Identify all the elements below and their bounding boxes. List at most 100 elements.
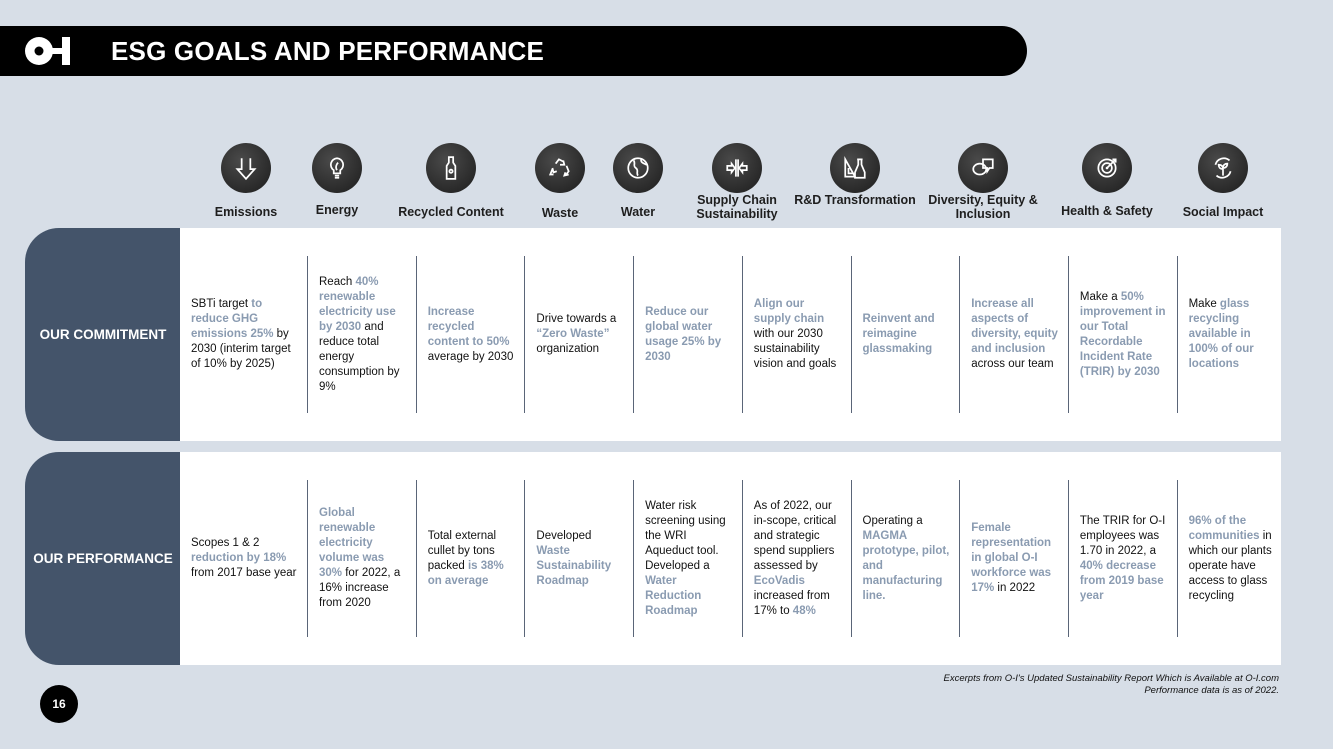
- category-label: R&D Transformation: [794, 193, 916, 207]
- highlighted-text: glass recycling available in 100% of our…: [1188, 298, 1254, 370]
- cell-commitment-8: Increase all aspects of diversity, equit…: [959, 256, 1068, 413]
- category-water: Water: [573, 143, 703, 219]
- category-emissions: Emissions: [181, 143, 311, 219]
- category-energy: Energy: [272, 143, 402, 217]
- body-text: in which our plants operate have access …: [1188, 529, 1272, 602]
- cell-text: The TRIR for O-I employees was 1.70 in 2…: [1080, 514, 1171, 604]
- highlighted-text: 50% improvement in our Total Recordable …: [1079, 290, 1166, 378]
- cell-commitment-2: Reach 40% renewable electricity use by 2…: [307, 256, 416, 413]
- category-label: Health & Safety: [1061, 204, 1153, 218]
- target-icon: [1082, 143, 1132, 193]
- highlighted-text: Align our supply chain: [753, 298, 825, 325]
- cell-commitment-3: Increase recycled content to 50% average…: [415, 256, 525, 413]
- row-label-commitment: OUR COMMITMENT: [25, 228, 181, 441]
- cell-text: Total external cullet by tons packed is …: [428, 529, 519, 589]
- highlighted-text: MAGMA prototype, pilot, and manufacturin…: [862, 529, 950, 602]
- cell-performance-7: Operating a MAGMA prototype, pilot, and …: [850, 480, 960, 637]
- recycle-icon: [535, 143, 585, 193]
- body-text: The TRIR for O-I employees was 1.70 in 2…: [1079, 514, 1166, 557]
- cell-text: 96% of the communities in which our plan…: [1189, 514, 1280, 604]
- arrow-down-icon: [221, 143, 271, 193]
- cell-text: SBTi target to reduce GHG emissions 25% …: [191, 297, 301, 372]
- highlighted-text: EcoVadis: [753, 574, 805, 587]
- highlighted-text: 40% decrease from 2019 base year: [1079, 559, 1164, 602]
- category-supply-chain-sustainability: Supply Chain Sustainability: [672, 143, 802, 221]
- flask-ruler-icon: [830, 143, 880, 193]
- body-text: increased from 17% to: [753, 589, 830, 617]
- body-text: in 2022: [994, 582, 1036, 594]
- o-i-logo: [25, 37, 70, 65]
- body-text: Total external cullet by tons packed: [427, 529, 497, 572]
- body-text: Make a: [1079, 290, 1121, 303]
- highlighted-text: Waste Sustainability Roadmap: [536, 544, 612, 587]
- highlighted-text: is 38% on average: [427, 559, 504, 587]
- page-title: ESG GOALS AND PERFORMANCE: [111, 36, 545, 66]
- category-recycled-content: Recycled Content: [386, 143, 516, 219]
- category-label: Diversity, Equity & Inclusion: [928, 193, 1038, 221]
- highlighted-text: Global renewable electricity volume was …: [319, 507, 385, 579]
- cell-text: Make a 50% improvement in our Total Reco…: [1080, 290, 1171, 380]
- cell-text: Reduce our global water usage 25% by 203…: [645, 305, 736, 365]
- cell-performance-10: 96% of the communities in which our plan…: [1176, 480, 1286, 637]
- highlighted-text: “Zero Waste”: [536, 328, 610, 340]
- highlighted-text: Increase all aspects of diversity, equit…: [971, 298, 1058, 355]
- body-text: As of 2022, our in-scope, critical and s…: [753, 499, 837, 572]
- globe-icon: [613, 143, 663, 193]
- footnote-line-1: Excerpts from O-I's Updated Sustainabili…: [943, 673, 1280, 684]
- cell-text: Water risk screening using the WRI Aqued…: [645, 499, 736, 619]
- category-label: Supply Chain Sustainability: [696, 193, 778, 221]
- cell-text: Make glass recycling available in 100% o…: [1189, 297, 1280, 372]
- body-text: across our team: [971, 358, 1054, 370]
- body-text: with our 2030 sustainability vision and …: [753, 328, 837, 370]
- highlighted-text: Reduce our global water usage 25% by 203…: [645, 305, 722, 363]
- cell-performance-6: As of 2022, our in-scope, critical and s…: [741, 480, 851, 637]
- row-label-performance: OUR PERFORMANCE: [25, 452, 181, 665]
- cell-performance-9: The TRIR for O-I employees was 1.70 in 2…: [1067, 480, 1177, 637]
- body-text: Scopes 1 & 2: [191, 537, 260, 549]
- highlighted-text: Reinvent and reimagine glassmaking: [862, 313, 935, 355]
- cell-commitment-4: Drive towards a “Zero Waste” organizatio…: [524, 256, 633, 413]
- cell-text: Global renewable electricity volume was …: [319, 506, 410, 611]
- cell-commitment-10: Make glass recycling available in 100% o…: [1176, 256, 1286, 413]
- highlighted-text: Female representation in global O-I work…: [971, 522, 1052, 594]
- body-text: Operating a: [862, 514, 923, 527]
- cell-commitment-5: Reduce our global water usage 25% by 203…: [633, 256, 742, 413]
- body-text: Make: [1188, 298, 1220, 310]
- cell-text: Reach 40% renewable electricity use by 2…: [319, 275, 410, 395]
- converging-arrows-icon: [712, 143, 762, 193]
- body-text: Reach: [319, 275, 356, 288]
- speech-bubbles-icon: [958, 143, 1008, 193]
- bottle-icon: [426, 143, 476, 193]
- category-health-safety: Health & Safety: [1042, 143, 1172, 218]
- body-text: SBTi target: [191, 298, 252, 310]
- category-social-impact: Social Impact: [1158, 143, 1288, 219]
- body-text: Water risk screening using the WRI Aqued…: [645, 499, 726, 572]
- cell-text: Increase all aspects of diversity, equit…: [971, 297, 1062, 372]
- cell-commitment-6: Align our supply chain with our 2030 sus…: [741, 256, 851, 413]
- category-label: Energy: [315, 203, 359, 217]
- body-text: Drive towards a: [536, 313, 617, 325]
- body-text: and reduce total energy consumption by 9…: [319, 320, 400, 393]
- body-text: by 2030 (interim target of 10% by 2025): [191, 328, 291, 370]
- category-waste: Waste: [495, 143, 625, 220]
- cell-commitment-7: Reinvent and reimagine glassmaking: [850, 256, 960, 413]
- cell-performance-8: Female representation in global O-I work…: [959, 480, 1068, 637]
- cell-text: Increase recycled content to 50% average…: [428, 305, 519, 365]
- highlighted-text: to reduce GHG emissions 25%: [191, 298, 274, 340]
- body-text: from 2017 base year: [191, 567, 297, 579]
- cell-text: Developed Waste Sustainability Roadmap: [536, 529, 627, 589]
- category-diversity-equity-inclusion: Diversity, Equity & Inclusion: [918, 143, 1048, 221]
- cell-performance-4: Developed Waste Sustainability Roadmap: [524, 480, 633, 637]
- category-label: Social Impact: [1182, 205, 1264, 219]
- category-label: Recycled Content: [398, 205, 504, 219]
- highlighted-text: 48%: [792, 604, 816, 617]
- cell-text: Align our supply chain with our 2030 sus…: [754, 297, 845, 372]
- cell-text: Female representation in global O-I work…: [971, 521, 1062, 596]
- cell-text: Drive towards a “Zero Waste” organizatio…: [536, 312, 627, 357]
- cell-performance-3: Total external cullet by tons packed is …: [415, 480, 525, 637]
- title-bar: ESG GOALS AND PERFORMANCE: [0, 26, 1027, 76]
- performance-row: Scopes 1 & 2 reduction by 18% from 2017 …: [180, 452, 1281, 665]
- plant-cycle-icon: [1198, 143, 1248, 193]
- highlighted-text: 96% of the communities: [1188, 514, 1260, 542]
- cell-text: As of 2022, our in-scope, critical and s…: [754, 499, 845, 619]
